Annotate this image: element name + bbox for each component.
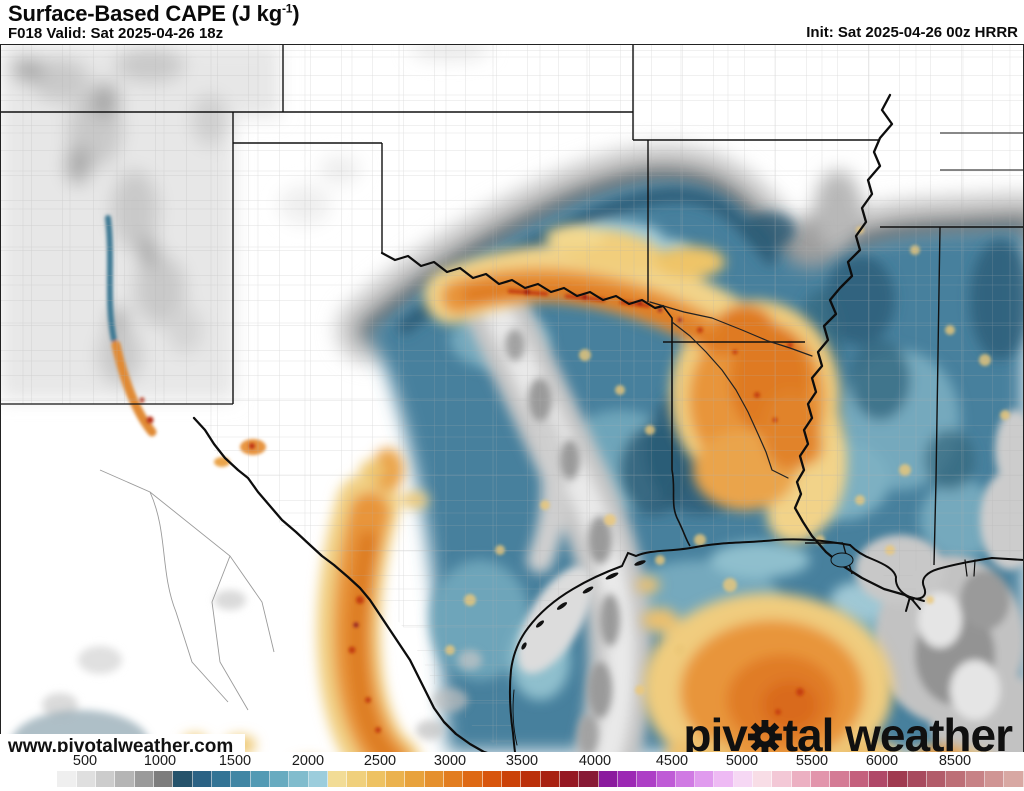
colorbar-tick-label: 5000: [725, 753, 759, 769]
colorbar-cell: [250, 771, 270, 787]
colorbar-cell: [753, 771, 773, 787]
mexico-state-borders: [99, 469, 275, 711]
colorbar-tick-label: 4000: [578, 753, 612, 769]
colorbar-cell: [617, 771, 638, 787]
colorbar: [0, 771, 1024, 787]
colorbar-tick-label: 3500: [505, 753, 539, 769]
colorbar-cell: [985, 771, 1005, 787]
colorbar-cell: [95, 771, 116, 787]
colorbar-cell: [424, 771, 444, 787]
header: Surface-Based CAPE (J kg-1) F018 Valid: …: [0, 0, 1024, 44]
colorbar-cell: [791, 771, 812, 787]
colorbar-cell: [521, 771, 541, 787]
colorbar-cell: [559, 771, 580, 787]
colorbar-tick-label: 4500: [655, 753, 689, 769]
colorbar-cell: [888, 771, 908, 787]
forecast-valid-time: F018 Valid: Sat 2025-04-26 18z: [8, 25, 224, 42]
colorbar-tick-label: 2000: [291, 753, 325, 769]
colorbar-cell: [927, 771, 947, 787]
colorbar-cell: [714, 771, 734, 787]
colorbar-cell: [57, 771, 77, 787]
colorbar-cell: [733, 771, 754, 787]
gear-icon: [747, 719, 782, 754]
colorbar-tick-label: 1000: [143, 753, 177, 769]
colorbar-cell: [289, 771, 309, 787]
colorbar-cell: [269, 771, 290, 787]
colorbar-cell: [366, 771, 386, 787]
colorbar-cell: [134, 771, 154, 787]
colorbar-cell: [675, 771, 696, 787]
colorbar-cell: [327, 771, 348, 787]
bottom-strip: [0, 787, 1024, 791]
pivotal-weather-logo: piv tal weather: [683, 709, 1013, 761]
colorbar-cell: [347, 771, 367, 787]
unit-superscript: -1: [281, 1, 293, 16]
logo-text-pre: piv: [683, 709, 747, 761]
colorbar-labels: 500 1000 1500 2000 2500 3000 3500 4000 4500 5000 5…: [0, 752, 1024, 771]
colorbar-cell: [637, 771, 657, 787]
model-init-time: Init: Sat 2025-04-26 00z HRRR: [806, 24, 1018, 41]
coastline: [508, 538, 1024, 753]
colorbar-cell: [308, 771, 328, 787]
colorbar-cell: [965, 771, 986, 787]
colorbar-tick-label: 8500: [938, 753, 972, 769]
colorbar-cell: [385, 771, 406, 787]
rivers: [192, 93, 915, 753]
colorbar-tick-label: 6000: [865, 753, 899, 769]
colorbar-cell: [153, 771, 174, 787]
colorbar-cell: [192, 771, 212, 787]
colorbar-tick-label: 3000: [433, 753, 467, 769]
colorbar-cell: [482, 771, 502, 787]
colorbar-cell: [946, 771, 966, 787]
colorbar-cell: [231, 771, 251, 787]
colorbar-cell: [811, 771, 831, 787]
colorbar-cell: [443, 771, 464, 787]
page-title: Surface-Based CAPE (J kg-1): [8, 1, 300, 26]
colorbar-cell: [405, 771, 425, 787]
logo-text-post: tal weather: [782, 709, 1013, 761]
colorbar-cell: [830, 771, 850, 787]
colorbar-cell: [540, 771, 560, 787]
colorbar-cell: [173, 771, 193, 787]
colorbar-cell: [38, 771, 58, 787]
colorbar-tick-label: 500: [72, 753, 98, 769]
colorbar-cell: [1004, 771, 1024, 787]
colorbar-cell: [849, 771, 870, 787]
colorbar-tick-label: 1500: [218, 753, 252, 769]
colorbar-cell: [501, 771, 522, 787]
colorbar-cell: [656, 771, 676, 787]
colorbar-cell: [598, 771, 618, 787]
state-borders: [0, 44, 1024, 575]
colorbar-cell: [463, 771, 483, 787]
colorbar-cell: [907, 771, 928, 787]
colorbar-cell: [695, 771, 715, 787]
colorbar-tick-label: 2500: [363, 753, 397, 769]
colorbar-cell: [869, 771, 889, 787]
colorbar-cell: [772, 771, 792, 787]
colorbar-cell: [115, 771, 135, 787]
colorbar-tick-label: 5500: [795, 753, 829, 769]
colorbar-cell: [76, 771, 96, 787]
colorbar-cell: [211, 771, 232, 787]
colorbar-cell: [579, 771, 599, 787]
